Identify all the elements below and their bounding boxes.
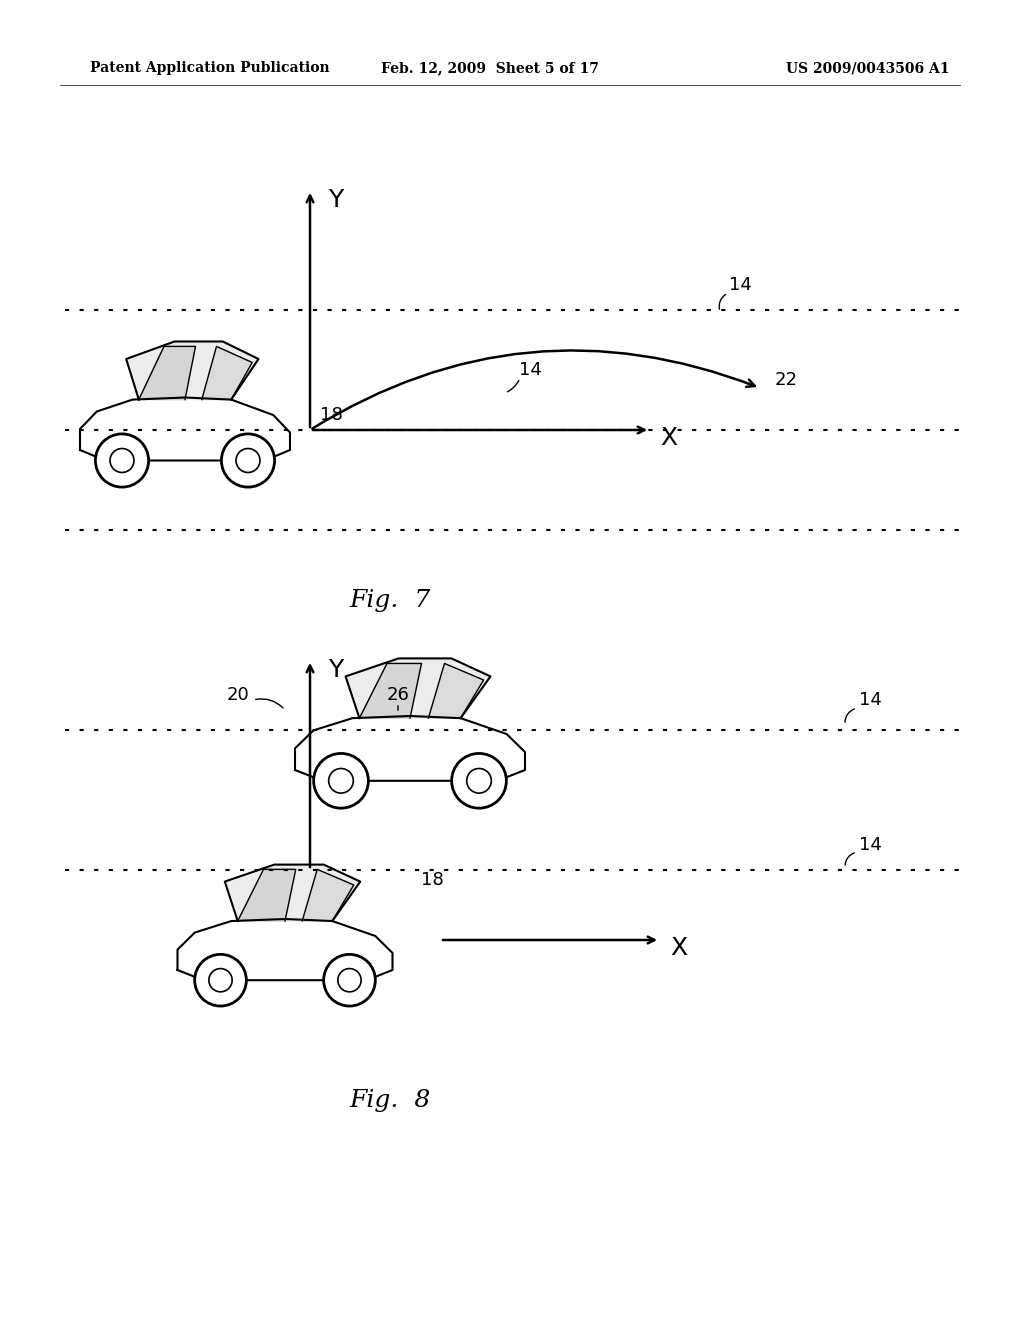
Text: X: X bbox=[660, 426, 677, 450]
Text: 18: 18 bbox=[421, 871, 443, 888]
Circle shape bbox=[452, 754, 506, 808]
Polygon shape bbox=[126, 342, 258, 400]
Polygon shape bbox=[359, 664, 422, 718]
Circle shape bbox=[338, 969, 361, 991]
Circle shape bbox=[313, 754, 369, 808]
Text: US 2009/0043506 A1: US 2009/0043506 A1 bbox=[786, 61, 950, 75]
Text: 20: 20 bbox=[226, 686, 250, 704]
Text: 14: 14 bbox=[518, 360, 542, 379]
Text: X: X bbox=[670, 936, 687, 960]
Text: 18: 18 bbox=[319, 407, 343, 424]
Text: 14: 14 bbox=[728, 276, 752, 294]
Text: 22: 22 bbox=[775, 371, 798, 389]
Polygon shape bbox=[302, 870, 354, 921]
Polygon shape bbox=[428, 664, 483, 718]
Text: Y: Y bbox=[328, 657, 343, 682]
Circle shape bbox=[329, 768, 353, 793]
Text: 14: 14 bbox=[858, 690, 882, 709]
Circle shape bbox=[195, 954, 247, 1006]
Circle shape bbox=[209, 969, 232, 991]
Polygon shape bbox=[238, 870, 296, 921]
Polygon shape bbox=[202, 346, 252, 400]
Circle shape bbox=[221, 434, 274, 487]
Circle shape bbox=[95, 434, 148, 487]
Circle shape bbox=[236, 449, 260, 473]
Text: Fig.  8: Fig. 8 bbox=[349, 1089, 431, 1111]
Circle shape bbox=[467, 768, 492, 793]
Circle shape bbox=[324, 954, 376, 1006]
Polygon shape bbox=[225, 865, 360, 921]
Text: 14: 14 bbox=[858, 836, 882, 854]
Text: Fig.  7: Fig. 7 bbox=[349, 589, 431, 611]
Polygon shape bbox=[346, 659, 490, 718]
Circle shape bbox=[110, 449, 134, 473]
Text: 26: 26 bbox=[387, 686, 410, 704]
Text: Patent Application Publication: Patent Application Publication bbox=[90, 61, 330, 75]
Text: Y: Y bbox=[328, 187, 343, 213]
Text: Feb. 12, 2009  Sheet 5 of 17: Feb. 12, 2009 Sheet 5 of 17 bbox=[381, 61, 599, 75]
Polygon shape bbox=[139, 346, 196, 400]
